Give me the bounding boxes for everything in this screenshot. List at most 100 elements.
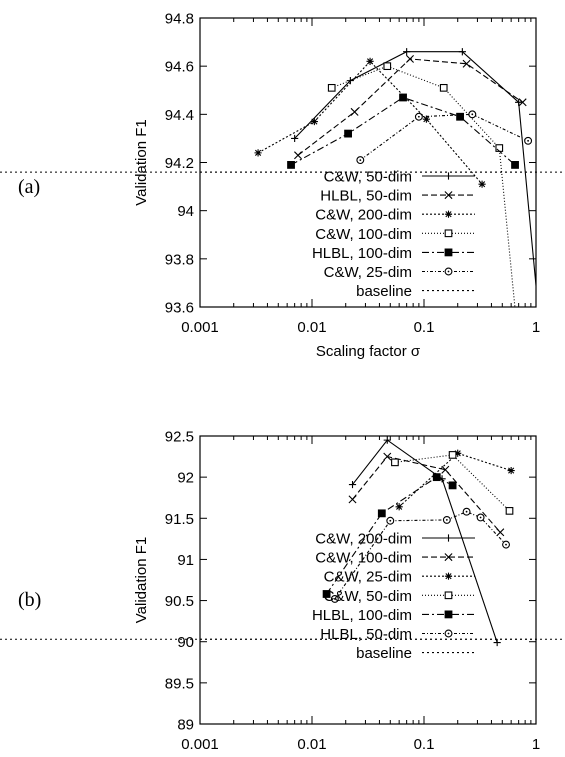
data-point xyxy=(350,107,359,116)
data-point-dot xyxy=(505,543,507,546)
legend-label: C&W, 100-dim xyxy=(315,550,412,567)
data-point xyxy=(403,48,411,56)
data-point xyxy=(518,98,527,107)
series-c-w-25-dim xyxy=(395,449,515,511)
plot-area xyxy=(200,48,536,307)
legend-label: C&W, 50-dim xyxy=(324,588,412,605)
plot-area xyxy=(200,436,536,647)
y-tick-label: 94.2 xyxy=(165,155,194,172)
data-point-dot xyxy=(527,139,529,142)
legend-marker xyxy=(444,210,453,218)
series-c-w-25-dim xyxy=(356,110,533,165)
x-tick-label: 0.001 xyxy=(181,736,219,753)
panel-a: (a) 93.6 93.8 94 94.2 94.4 94.6 94.8 0.001 0.01 0.… xyxy=(0,11,565,360)
y-tick-label: 93.8 xyxy=(165,251,194,268)
data-point-dot xyxy=(465,510,468,513)
series-line xyxy=(359,113,529,161)
panel-b: (b) 89 89.5 90 90.5 91 91.5 92 92.5 0.001 0.01 0.1 1… xyxy=(0,429,565,753)
data-point xyxy=(515,98,523,106)
data-point xyxy=(287,161,295,169)
series-line xyxy=(294,51,536,292)
data-point xyxy=(348,480,357,489)
legend-label: C&W, 25-dim xyxy=(324,569,412,586)
data-point xyxy=(391,458,399,467)
x-axis-label: Scaling factor σ xyxy=(316,343,421,360)
data-point xyxy=(322,590,331,598)
legend-marker xyxy=(444,248,453,257)
y-tick-label: 94.8 xyxy=(165,11,194,28)
panel-label: (b) xyxy=(18,589,41,611)
data-point xyxy=(327,83,336,92)
legend: C&W, 200-dim C&W, 100-dim C&W, 25-dim C&W, … xyxy=(312,531,475,662)
data-point xyxy=(383,436,391,444)
legend-marker xyxy=(444,610,453,619)
data-point xyxy=(448,451,457,459)
y-axis-label: Validation F1 xyxy=(133,537,150,623)
y-tick-label: 92.5 xyxy=(165,429,194,446)
y-tick-label: 92 xyxy=(177,470,194,487)
data-point xyxy=(348,495,357,504)
series-line xyxy=(326,476,453,595)
data-point xyxy=(310,117,318,126)
y-tick-label: 94 xyxy=(177,203,194,220)
x-tick-label: 0.1 xyxy=(414,319,435,336)
data-point xyxy=(344,129,352,138)
y-tick-label: 89.5 xyxy=(165,675,194,692)
legend-marker xyxy=(444,191,453,200)
data-point xyxy=(254,149,262,157)
y-tick-label: 94.6 xyxy=(165,59,194,76)
data-point xyxy=(478,180,486,188)
legend-label: C&W, 25-dim xyxy=(324,264,412,281)
series-c-w-200-dim xyxy=(254,57,486,188)
legend-marker xyxy=(444,534,453,542)
y-axis-label: Validation F1 xyxy=(133,119,150,205)
y-tick-label: 90.5 xyxy=(165,593,194,610)
y-tick-label: 90 xyxy=(177,634,194,651)
y-tick-label: 91 xyxy=(177,552,194,569)
data-point-dot xyxy=(389,519,392,522)
data-point xyxy=(456,112,464,121)
y-tick-label: 94.4 xyxy=(165,107,194,124)
legend-marker xyxy=(444,572,453,580)
series-hlbl-50-dim xyxy=(294,54,527,160)
series-line xyxy=(352,439,498,643)
data-point xyxy=(377,509,386,518)
data-point-dot xyxy=(445,519,448,521)
series-c-w-50-dim xyxy=(291,48,536,292)
legend-label: HLBL, 50-dim xyxy=(320,188,412,205)
data-point xyxy=(505,507,514,515)
series-c-w-50-dim xyxy=(391,451,514,515)
data-point xyxy=(462,59,471,68)
data-point xyxy=(399,93,407,102)
data-point xyxy=(366,57,374,65)
data-point-dot xyxy=(333,598,336,600)
legend-marker xyxy=(444,172,453,180)
legend-label: C&W, 50-dim xyxy=(324,169,412,186)
x-tick-label: 0.01 xyxy=(297,319,326,336)
legend-label: HLBL, 100-dim xyxy=(312,245,412,262)
data-point xyxy=(395,503,403,511)
data-point-dot xyxy=(471,113,474,116)
data-point xyxy=(383,452,392,461)
x-tick-label: 0.001 xyxy=(181,319,219,336)
data-point xyxy=(507,466,515,475)
data-point xyxy=(511,161,519,169)
panel-label: (a) xyxy=(18,176,40,198)
legend-marker xyxy=(444,553,453,562)
series-c-w-100-dim xyxy=(348,452,505,537)
data-point-dot xyxy=(417,115,420,118)
data-point-dot xyxy=(359,159,362,161)
legend-label: baseline xyxy=(356,645,412,662)
series-hlbl-50-dim xyxy=(330,507,510,603)
x-tick-label: 1 xyxy=(532,319,540,336)
legend-label: HLBL, 100-dim xyxy=(312,607,412,624)
data-point xyxy=(496,528,505,537)
series-c-w-200-dim xyxy=(348,436,501,647)
data-point xyxy=(422,115,430,123)
data-point xyxy=(294,151,302,160)
series-line xyxy=(394,454,510,512)
legend-marker-dot xyxy=(447,632,450,635)
series-line xyxy=(398,452,512,508)
data-point xyxy=(432,473,441,482)
